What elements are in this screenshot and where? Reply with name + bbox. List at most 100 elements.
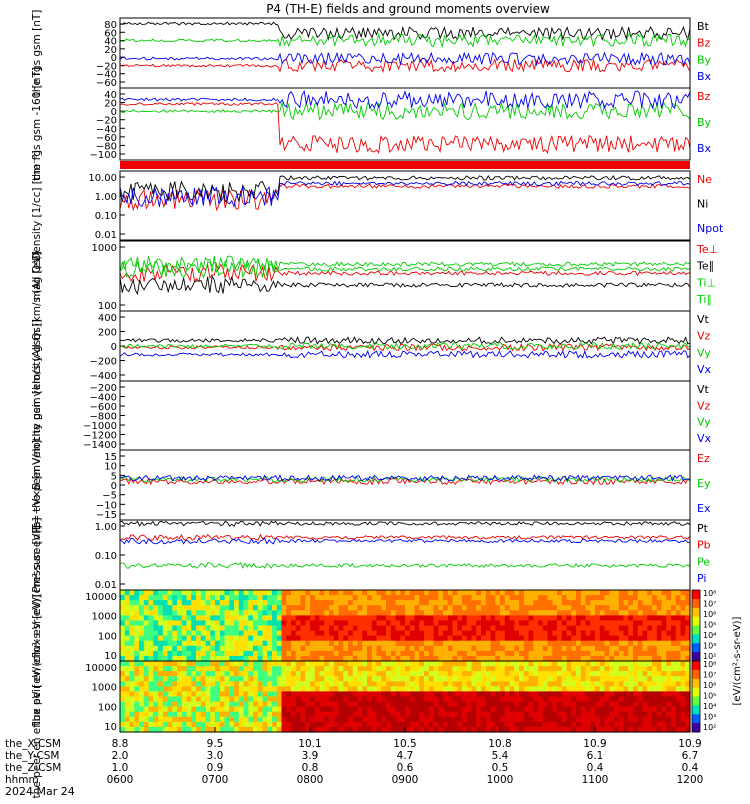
heatmap-cell	[305, 620, 311, 627]
heatmap-cell	[666, 671, 672, 677]
heatmap-cell	[576, 671, 582, 677]
heatmap-cell	[452, 661, 458, 667]
heatmap-cell	[485, 600, 492, 606]
heatmap-cell	[177, 625, 183, 632]
heatmap-cell	[618, 676, 625, 682]
heatmap-cell	[319, 711, 325, 718]
heatmap-cell	[338, 666, 344, 672]
heatmap-cell	[386, 706, 392, 713]
heatmap-cell	[162, 640, 169, 647]
legend-vz: Vz	[697, 330, 711, 343]
heatmap-cell	[295, 681, 302, 687]
heatmap-cell	[614, 620, 620, 627]
heatmap-cell	[495, 696, 501, 703]
heatmap-cell	[476, 701, 482, 708]
heatmap-cell	[414, 721, 420, 728]
heatmap-cell	[310, 691, 316, 698]
heatmap-cell	[433, 716, 439, 723]
heatmap-cell	[333, 696, 340, 703]
heatmap-cell	[590, 600, 596, 606]
heatmap-cell	[571, 671, 577, 677]
heatmap-cell	[438, 615, 444, 622]
heatmap-cell	[276, 605, 283, 611]
ytick-label: 100	[98, 702, 117, 713]
heatmap-cell	[139, 721, 145, 728]
heatmap-cell	[333, 620, 340, 627]
heatmap-cell	[134, 721, 140, 728]
heatmap-cell	[129, 640, 135, 647]
heatmap-cell	[158, 635, 164, 642]
heatmap-cell	[186, 701, 192, 708]
heatmap-cell	[595, 676, 601, 682]
heatmap-cell	[243, 600, 249, 606]
heatmap-cell	[124, 681, 131, 687]
heatmap-cell	[319, 615, 325, 622]
heatmap-cell	[124, 706, 131, 713]
heatmap-cell	[386, 655, 392, 662]
heatmap-cell	[400, 605, 406, 611]
heatmap-cell	[390, 650, 397, 657]
panel-ylabel: the peir velocity gsm [km/s (All Qs)]	[31, 251, 43, 440]
heatmap-cell	[523, 645, 530, 652]
heatmap-cell	[623, 711, 629, 718]
heatmap-cell	[262, 666, 268, 672]
heatmap-cell	[134, 671, 140, 677]
series-line-vy	[119, 341, 691, 351]
heatmap-cell	[618, 610, 625, 616]
heatmap-cell	[172, 590, 178, 596]
heatmap-cell	[685, 676, 691, 682]
heatmap-cell	[310, 706, 316, 713]
heatmap-cell	[362, 691, 368, 698]
heatmap-cell	[685, 650, 691, 657]
heatmap-cell	[395, 706, 401, 713]
heatmap-cell	[134, 706, 140, 713]
heatmap-cell	[400, 726, 406, 733]
heatmap-cell	[186, 630, 192, 637]
heatmap-cell	[148, 721, 154, 728]
heatmap-cell	[571, 721, 577, 728]
heatmap-cell	[305, 625, 311, 632]
heatmap-cell	[637, 595, 644, 601]
heatmap-cell	[243, 655, 249, 662]
heatmap-cell	[552, 676, 558, 682]
heatmap-cell	[628, 691, 634, 698]
heatmap-cell	[462, 655, 468, 662]
colorbar-swatch	[692, 634, 700, 644]
heatmap-cell	[281, 721, 287, 728]
heatmap-cell	[428, 605, 435, 611]
heatmap-cell	[124, 620, 131, 627]
heatmap-cell	[414, 620, 420, 627]
heatmap-cell	[447, 590, 454, 596]
heatmap-cell	[177, 630, 183, 637]
heatmap-cell	[219, 691, 226, 698]
heatmap-cell	[476, 610, 482, 616]
heatmap-cell	[329, 630, 335, 637]
heatmap-cell	[405, 686, 411, 693]
heatmap-cell	[286, 666, 292, 672]
heatmap-cell	[371, 590, 378, 596]
heatmap-cell	[352, 726, 359, 733]
heatmap-cell	[286, 645, 292, 652]
heatmap-cell	[614, 716, 620, 723]
heatmap-cell	[390, 595, 397, 601]
heatmap-cell	[528, 686, 534, 693]
heatmap-cell	[656, 645, 663, 652]
colorbar-swatch	[692, 678, 700, 689]
heatmap-cell	[196, 676, 202, 682]
heatmap-cell	[514, 691, 520, 698]
heatmap-cell	[623, 661, 629, 667]
heatmap-cell	[447, 696, 454, 703]
heatmap-cell	[542, 666, 549, 672]
heatmap-cell	[186, 726, 192, 733]
heatmap-cell	[181, 645, 188, 652]
heatmap-cell	[495, 655, 501, 662]
heatmap-cell	[338, 671, 344, 677]
heatmap-cell	[357, 671, 363, 677]
heatmap-cell	[552, 605, 558, 611]
heatmap-cell	[414, 605, 420, 611]
heatmap-cell	[286, 671, 292, 677]
legend-te: Te∥	[696, 260, 714, 273]
heatmap-cell	[447, 645, 454, 652]
heatmap-cell	[576, 711, 582, 718]
heatmap-cell	[158, 681, 164, 687]
